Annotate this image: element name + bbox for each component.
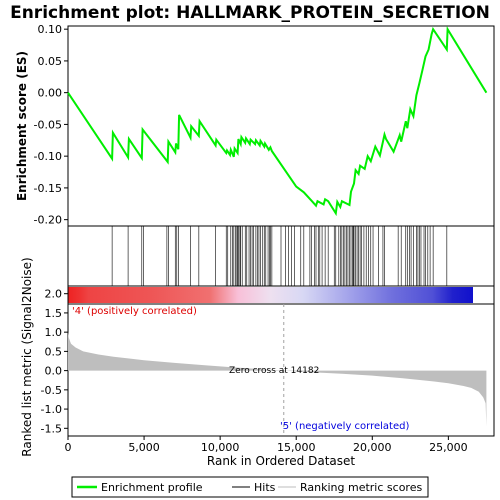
metric-area-layer <box>68 304 487 436</box>
x-tick-label: 10,000 <box>201 441 240 454</box>
es-y-tick-label: -0.15 <box>34 182 62 195</box>
metric-y-tick-label: 1.0 <box>45 326 63 339</box>
x-axis-label: Rank in Ordered Dataset <box>207 454 355 468</box>
x-tick-label: 15,000 <box>277 441 316 454</box>
legend-label-metric: Ranking metric scores <box>300 481 422 494</box>
x-tick-label: 25,000 <box>429 441 468 454</box>
es-curve-layer <box>67 25 488 217</box>
es-y-axis-label: Enrichment score (ES) <box>15 51 29 201</box>
metric-y-tick-label: 1.5 <box>45 307 63 320</box>
chart-title: Enrichment plot: HALLMARK_PROTEIN_SECRET… <box>10 3 490 23</box>
negative-correlation-label: '5' (negatively correlated) <box>280 421 409 432</box>
es-y-axis: -0.20 -0.15 -0.10 -0.05 0.00 0.05 0.10 <box>34 23 68 227</box>
rank-color-bar <box>68 287 473 303</box>
hits-layer <box>111 226 448 286</box>
metric-y-axis: -1.5 -1.0 -0.5 0.0 0.5 1.0 1.5 2.0 <box>41 288 68 435</box>
es-series-line <box>67 25 488 217</box>
legend-label-enrichment: Enrichment profile <box>101 481 203 494</box>
legend-label-hits: Hits <box>254 481 276 494</box>
zero-cross-label: Zero cross at 14182 <box>229 366 319 376</box>
es-y-tick-label: -0.10 <box>34 150 62 163</box>
es-panel-frame <box>67 25 495 227</box>
metric-y-tick-label: 0.0 <box>45 365 63 378</box>
x-tick-label: 20,000 <box>353 441 392 454</box>
es-y-tick-label: 0.05 <box>38 55 63 68</box>
es-y-tick-label: -0.05 <box>34 118 62 131</box>
metric-y-tick-label: 0.5 <box>45 345 63 358</box>
es-y-tick-label: 0.00 <box>38 87 63 100</box>
positive-correlation-label: '4' (positively correlated) <box>72 306 197 317</box>
metric-y-axis-label: Ranked list metric (Signal2Noise) <box>20 257 34 456</box>
es-y-tick-label: -0.20 <box>34 214 62 227</box>
metric-area <box>68 332 487 427</box>
x-axis: 0 5,000 10,000 15,000 20,000 25,000 <box>65 436 468 454</box>
es-y-tick-label: 0.10 <box>38 23 63 36</box>
x-tick-label: 0 <box>65 441 72 454</box>
metric-y-tick-label: -0.5 <box>41 384 62 397</box>
metric-y-tick-label: 2.0 <box>45 288 63 301</box>
metric-y-tick-label: -1.0 <box>41 403 62 416</box>
x-tick-label: 5,000 <box>128 441 160 454</box>
metric-y-tick-label: -1.5 <box>41 422 62 435</box>
